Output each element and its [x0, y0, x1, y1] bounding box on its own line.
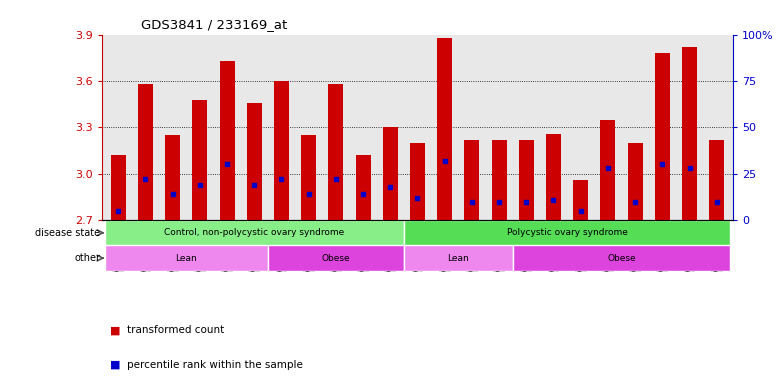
- Text: Obese: Obese: [607, 253, 636, 263]
- Bar: [464, 140, 479, 220]
- Bar: [601, 119, 615, 220]
- Bar: [328, 84, 343, 220]
- Text: other: other: [74, 253, 100, 263]
- Bar: [492, 140, 506, 220]
- Bar: [165, 135, 180, 220]
- Bar: [383, 127, 397, 220]
- Text: Obese: Obese: [321, 253, 350, 263]
- Bar: [519, 140, 534, 220]
- Bar: [573, 180, 588, 220]
- Text: percentile rank within the sample: percentile rank within the sample: [127, 360, 303, 370]
- Bar: [104, 220, 404, 245]
- Bar: [192, 99, 207, 220]
- Bar: [356, 155, 371, 220]
- Bar: [247, 103, 262, 220]
- Text: Polycystic ovary syndrome: Polycystic ovary syndrome: [506, 228, 627, 237]
- Text: Control, non-polycystic ovary syndrome: Control, non-polycystic ovary syndrome: [164, 228, 344, 237]
- Bar: [138, 84, 153, 220]
- Text: Lean: Lean: [448, 253, 469, 263]
- Bar: [404, 220, 731, 245]
- Text: ■: ■: [110, 360, 124, 370]
- Bar: [710, 140, 724, 220]
- Bar: [111, 155, 125, 220]
- Bar: [655, 53, 670, 220]
- Text: GDS3841 / 233169_at: GDS3841 / 233169_at: [141, 18, 288, 31]
- Bar: [546, 134, 561, 220]
- Bar: [301, 135, 316, 220]
- Bar: [404, 245, 513, 271]
- Text: disease state: disease state: [35, 228, 100, 238]
- Text: ■: ■: [110, 325, 124, 335]
- Text: transformed count: transformed count: [127, 325, 224, 335]
- Bar: [268, 245, 404, 271]
- Bar: [410, 143, 425, 220]
- Bar: [274, 81, 289, 220]
- Bar: [104, 245, 268, 271]
- Bar: [437, 38, 452, 220]
- Bar: [513, 245, 731, 271]
- Bar: [220, 61, 234, 220]
- Bar: [628, 143, 643, 220]
- Bar: [682, 47, 697, 220]
- Text: Lean: Lean: [176, 253, 197, 263]
